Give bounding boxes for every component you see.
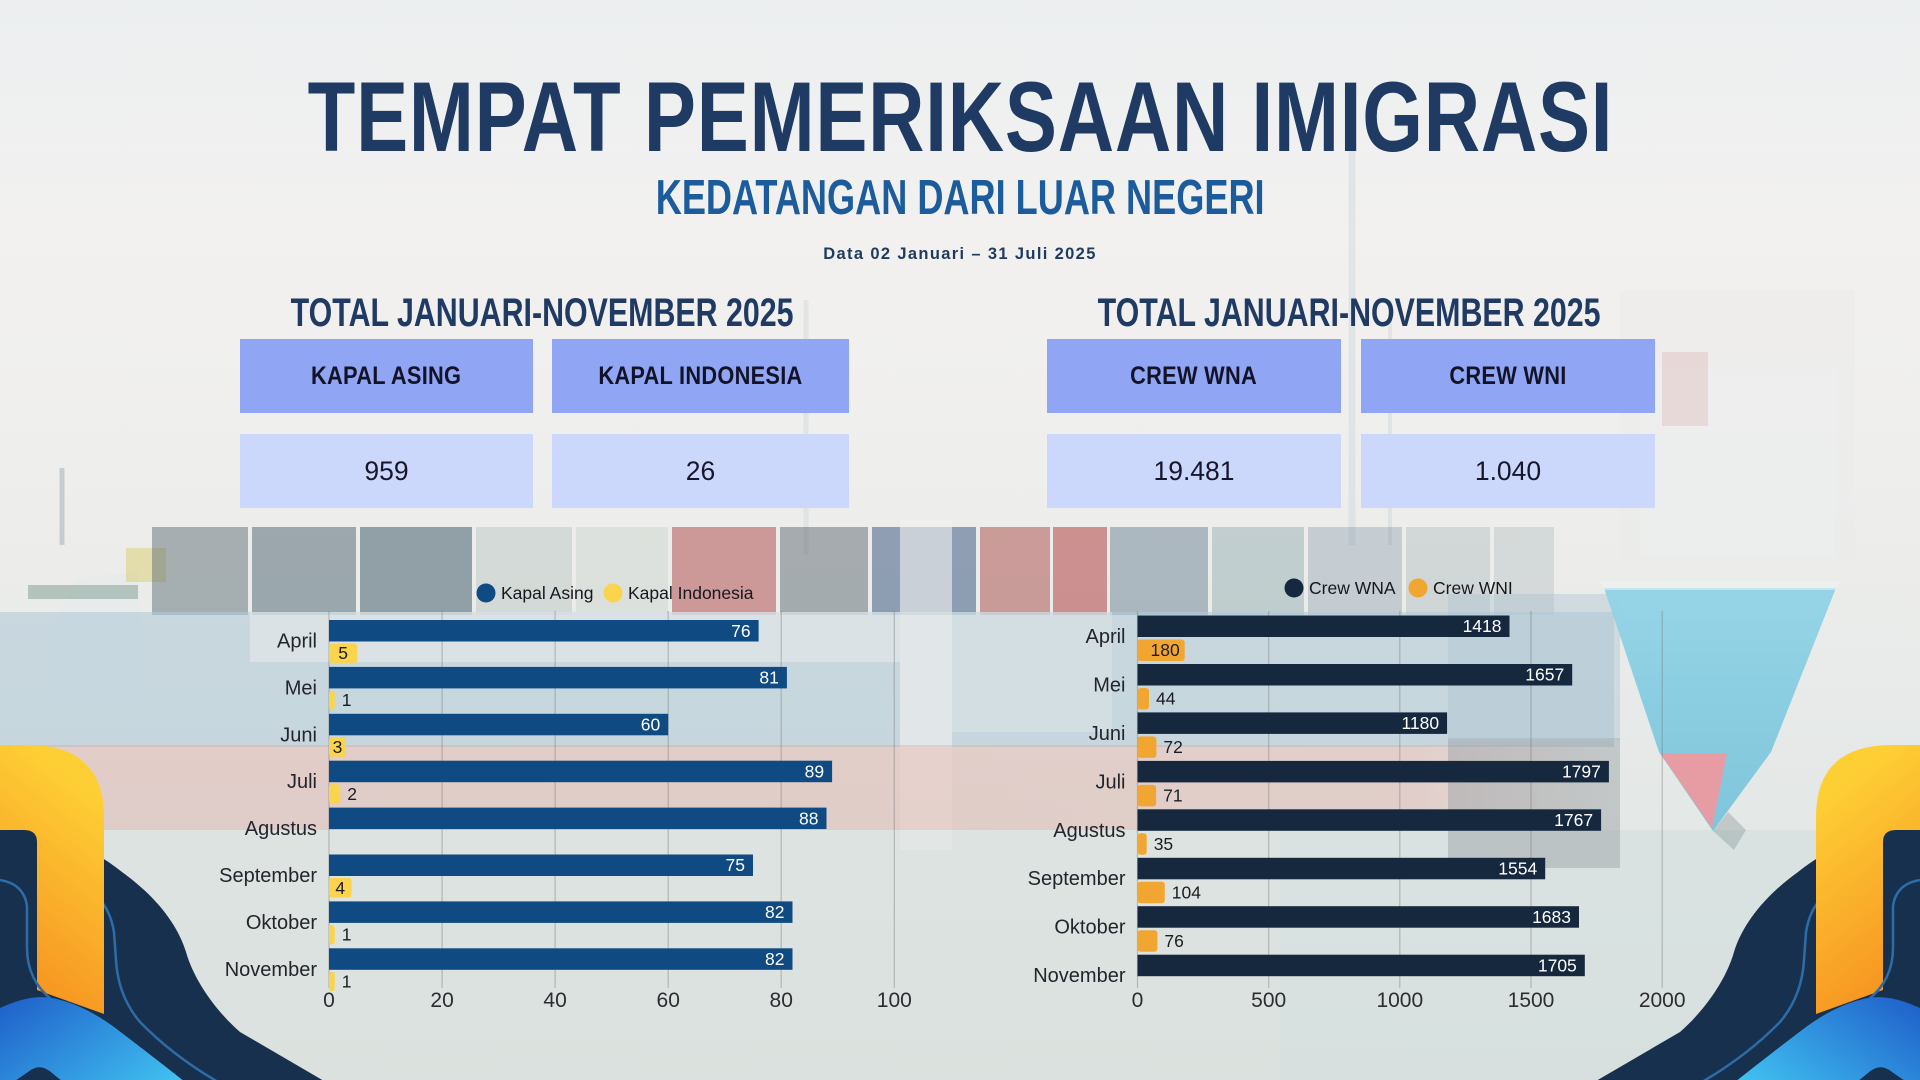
svg-text:1418: 1418 [1463,616,1502,636]
svg-text:71: 71 [1163,786,1182,806]
svg-text:April: April [277,631,317,653]
svg-text:2: 2 [347,784,357,804]
svg-text:Agustus: Agustus [1053,820,1125,842]
svg-text:76: 76 [731,621,750,641]
svg-text:1657: 1657 [1525,665,1564,685]
svg-text:Mei: Mei [285,677,317,699]
svg-text:0: 0 [323,989,335,1012]
svg-text:Crew WNA: Crew WNA [1309,578,1396,598]
svg-text:November: November [225,959,318,981]
svg-text:Agustus: Agustus [245,818,317,840]
svg-text:88: 88 [799,808,818,828]
svg-text:76: 76 [1164,931,1183,951]
svg-text:4: 4 [335,878,345,898]
svg-text:80: 80 [770,989,793,1012]
svg-text:89: 89 [805,762,824,782]
svg-text:April: April [1085,626,1125,648]
svg-text:20: 20 [430,989,453,1012]
svg-text:Kapal Asing: Kapal Asing [501,583,593,603]
svg-text:Juni: Juni [1089,723,1126,745]
svg-text:100: 100 [877,989,912,1012]
svg-text:1554: 1554 [1498,859,1537,879]
svg-text:500: 500 [1251,989,1286,1012]
svg-text:1: 1 [342,972,352,992]
svg-text:Kapal Indonesia: Kapal Indonesia [628,583,754,603]
svg-text:1: 1 [342,690,352,710]
svg-text:1000: 1000 [1376,989,1423,1012]
svg-text:September: September [1028,868,1126,890]
svg-text:82: 82 [765,949,784,969]
svg-text:Crew WNI: Crew WNI [1433,578,1513,598]
svg-text:0: 0 [1132,989,1144,1012]
svg-text:November: November [1033,965,1126,987]
svg-text:Mei: Mei [1093,675,1125,697]
svg-text:60: 60 [641,715,661,735]
svg-text:3: 3 [333,737,343,757]
svg-text:35: 35 [1154,834,1173,854]
svg-text:5: 5 [338,643,348,663]
svg-text:2000: 2000 [1639,989,1686,1012]
svg-text:75: 75 [726,855,745,875]
svg-text:82: 82 [765,902,784,922]
svg-text:Juni: Juni [280,724,317,746]
svg-text:60: 60 [657,989,680,1012]
svg-text:1180: 1180 [1401,713,1439,733]
svg-text:72: 72 [1163,737,1182,757]
svg-text:1797: 1797 [1562,762,1601,782]
svg-text:1683: 1683 [1532,907,1571,927]
svg-text:1: 1 [342,925,352,945]
svg-text:Oktober: Oktober [246,912,317,934]
svg-text:44: 44 [1156,689,1176,709]
svg-text:September: September [219,865,317,887]
svg-text:1500: 1500 [1508,989,1555,1012]
svg-text:81: 81 [759,668,778,688]
svg-text:Juli: Juli [287,771,317,793]
svg-text:1705: 1705 [1538,955,1577,975]
svg-text:40: 40 [543,989,566,1012]
svg-text:Oktober: Oktober [1054,917,1125,939]
svg-text:Juli: Juli [1095,771,1125,793]
svg-text:1767: 1767 [1554,810,1593,830]
svg-text:104: 104 [1172,883,1201,903]
svg-text:180: 180 [1150,640,1179,660]
